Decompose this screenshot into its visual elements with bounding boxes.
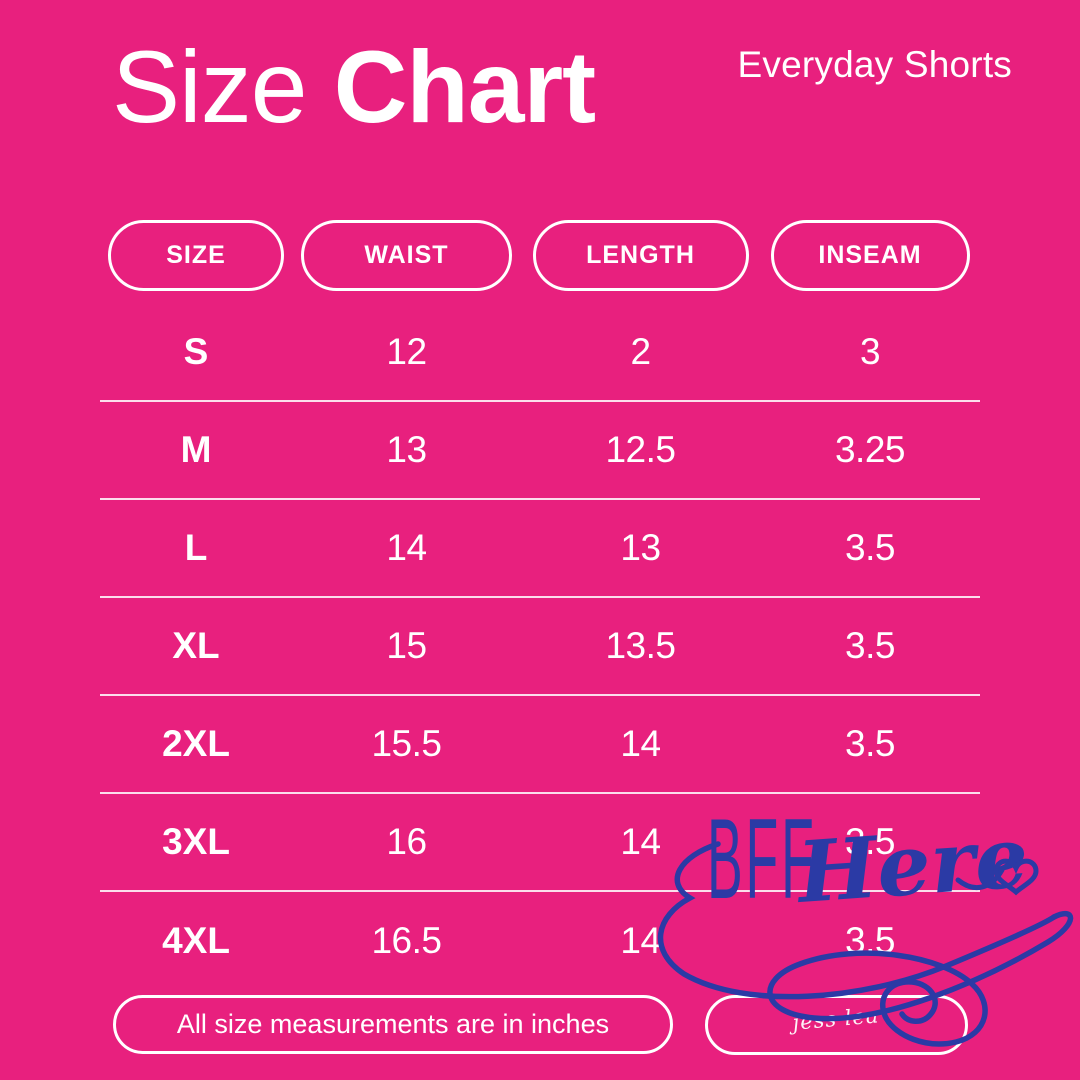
table-row: 3XL 16 14 3.5 bbox=[100, 794, 980, 892]
table-row: XL 15 13.5 3.5 bbox=[100, 598, 980, 696]
waist-cell: 16 bbox=[386, 821, 427, 862]
table-row: L 14 13 3.5 bbox=[100, 500, 980, 598]
length-cell: 13.5 bbox=[605, 625, 676, 666]
length-cell: 13 bbox=[620, 527, 661, 568]
length-cell: 14 bbox=[620, 821, 661, 862]
length-cell: 12.5 bbox=[605, 429, 676, 470]
inseam-cell: 3.5 bbox=[845, 821, 895, 862]
signature-text: jess lea bbox=[791, 1003, 881, 1035]
inseam-cell: 3.5 bbox=[845, 527, 895, 568]
length-cell: 14 bbox=[620, 920, 661, 961]
page-title: Size Chart bbox=[112, 36, 596, 138]
units-note-text: All size measurements are in inches bbox=[176, 1009, 610, 1039]
units-note-pill: All size measurements are in inches bbox=[113, 995, 673, 1054]
table-row: 4XL 16.5 14 3.5 bbox=[100, 892, 980, 990]
column-header-length: LENGTH bbox=[532, 220, 749, 291]
size-cell: 4XL bbox=[162, 920, 230, 961]
waist-cell: 15.5 bbox=[371, 723, 442, 764]
column-header-inseam: INSEAM bbox=[770, 220, 970, 291]
inseam-cell: 3.5 bbox=[845, 920, 895, 961]
size-cell: M bbox=[180, 429, 212, 470]
table-row: S 12 2 3 bbox=[100, 304, 980, 402]
table-row: M 13 12.5 3.25 bbox=[100, 402, 980, 500]
inseam-cell: 3.5 bbox=[845, 723, 895, 764]
column-header-size: SIZE bbox=[108, 220, 284, 291]
waist-cell: 16.5 bbox=[371, 920, 442, 961]
waist-cell: 15 bbox=[386, 625, 427, 666]
size-cell: 3XL bbox=[162, 821, 230, 862]
inseam-cell: 3.5 bbox=[845, 625, 895, 666]
page-title-light: Size bbox=[112, 30, 307, 144]
waist-cell: 12 bbox=[386, 331, 427, 372]
table-header-row: SIZE WAIST LENGTH INSEAM bbox=[100, 220, 980, 291]
length-cell: 2 bbox=[630, 331, 651, 372]
size-cell: S bbox=[183, 331, 209, 372]
inseam-cell: 3.25 bbox=[834, 429, 906, 470]
size-table: SIZE WAIST LENGTH INSEAM S 12 2 3 M 13 1… bbox=[100, 220, 980, 990]
column-header-waist: WAIST bbox=[301, 220, 512, 291]
waist-cell: 13 bbox=[386, 429, 427, 470]
signature-pill: jess lea bbox=[705, 995, 968, 1055]
size-cell: 2XL bbox=[162, 723, 230, 764]
page-title-bold: Chart bbox=[333, 30, 596, 144]
inseam-cell: 3 bbox=[859, 331, 881, 372]
table-row: 2XL 15.5 14 3.5 bbox=[100, 696, 980, 794]
heart-icon bbox=[993, 858, 1039, 896]
length-cell: 14 bbox=[620, 723, 661, 764]
size-cell: XL bbox=[172, 625, 220, 666]
product-name: Everyday Shorts bbox=[737, 44, 1012, 85]
waist-cell: 14 bbox=[386, 527, 427, 568]
size-cell: L bbox=[184, 527, 208, 568]
